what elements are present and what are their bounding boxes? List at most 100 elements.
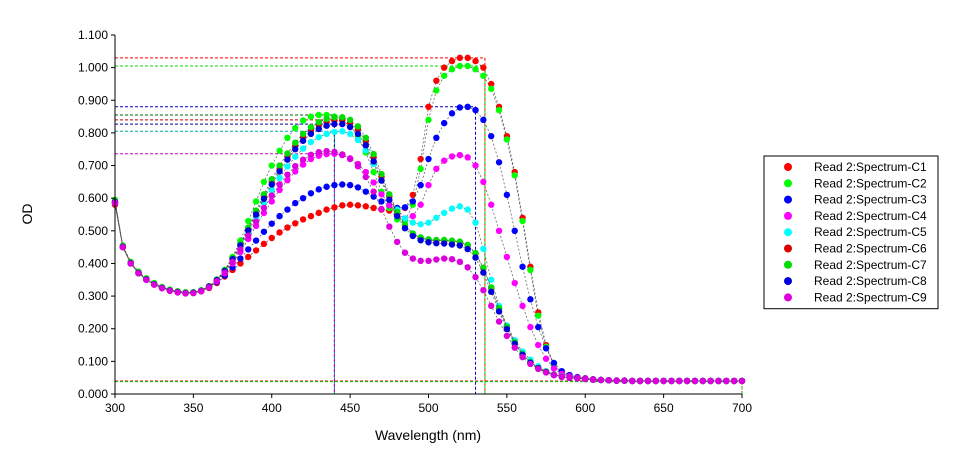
data-point <box>315 148 322 156</box>
data-point <box>511 227 518 235</box>
data-point <box>339 151 346 158</box>
legend-marker <box>784 195 792 204</box>
y-tick-label: 0.900 <box>78 93 108 107</box>
data-point <box>433 87 440 94</box>
data-point <box>299 161 307 168</box>
data-point <box>401 215 409 222</box>
data-point <box>143 276 150 283</box>
data-point <box>440 255 448 262</box>
data-point <box>198 287 205 295</box>
data-point <box>472 162 479 169</box>
data-point <box>378 198 385 205</box>
data-point <box>440 240 448 247</box>
data-point <box>425 181 432 189</box>
data-point <box>354 202 362 209</box>
data-point <box>417 257 424 265</box>
data-point <box>636 377 644 385</box>
data-point <box>464 245 471 253</box>
data-point <box>205 284 213 291</box>
data-point <box>315 133 322 141</box>
data-point <box>260 178 268 186</box>
data-point <box>331 204 338 211</box>
data-point <box>488 288 495 296</box>
data-point <box>284 156 291 163</box>
data-point <box>480 64 487 71</box>
series-line-8 <box>114 123 742 382</box>
legend-entry: Read 2:Spectrum-C2 <box>814 176 927 190</box>
data-point <box>299 216 307 223</box>
data-point <box>323 122 330 129</box>
data-point <box>268 181 275 188</box>
data-point <box>440 209 448 217</box>
data-point <box>276 186 283 194</box>
data-point <box>346 155 354 163</box>
data-point <box>448 153 456 160</box>
data-point <box>488 132 495 140</box>
legend-entry: Read 2:Spectrum-C4 <box>814 209 927 223</box>
data-point <box>417 165 424 173</box>
data-point <box>401 249 409 256</box>
data-point <box>464 154 471 161</box>
data-point <box>448 241 456 248</box>
data-point <box>456 151 464 159</box>
data-point <box>464 54 471 62</box>
data-point <box>378 170 385 178</box>
data-point <box>339 128 346 135</box>
data-point <box>503 253 511 261</box>
data-point <box>362 134 369 142</box>
data-point <box>393 212 401 220</box>
series-9 <box>111 147 746 385</box>
data-point <box>503 136 511 143</box>
legend-entry: Read 2:Spectrum-C3 <box>814 193 927 207</box>
data-point <box>174 289 181 296</box>
series-layer <box>111 54 746 385</box>
y-tick-label: 0.000 <box>78 387 108 401</box>
data-point <box>323 206 330 213</box>
data-point <box>237 246 244 253</box>
data-point <box>292 168 299 175</box>
data-point <box>299 145 307 152</box>
data-point <box>346 130 354 138</box>
data-point <box>346 116 354 124</box>
data-point <box>268 176 275 183</box>
data-point <box>260 240 268 248</box>
data-point <box>370 204 377 212</box>
data-point <box>448 205 456 212</box>
data-point <box>472 273 479 281</box>
data-point <box>433 77 440 84</box>
x-tick-label: 700 <box>732 401 752 415</box>
data-point <box>119 243 127 251</box>
data-point <box>331 128 338 136</box>
data-point <box>472 249 479 257</box>
data-point <box>472 106 479 114</box>
data-point <box>299 117 307 124</box>
data-point <box>495 227 503 235</box>
y-tick-label: 0.200 <box>78 322 108 336</box>
data-point <box>589 376 597 383</box>
data-point <box>362 188 369 195</box>
data-point <box>480 178 487 186</box>
data-point <box>409 212 417 220</box>
data-point <box>276 174 283 182</box>
data-point <box>260 195 268 203</box>
axes: 0.000 0.100 0.200 0.300 0.400 0.500 0.600 0.700… <box>78 28 752 415</box>
data-point <box>315 209 322 217</box>
legend-entry: Read 2:Spectrum-C5 <box>814 225 927 239</box>
data-point <box>213 277 221 285</box>
data-point <box>574 375 581 382</box>
data-point <box>284 177 291 184</box>
data-point <box>182 290 189 297</box>
data-point <box>488 302 495 310</box>
legend-marker <box>784 293 792 302</box>
data-point <box>378 205 385 213</box>
data-point <box>292 139 299 146</box>
legend-marker <box>784 244 792 253</box>
data-point <box>644 377 652 385</box>
data-point <box>433 256 440 263</box>
data-point <box>495 159 503 166</box>
data-point <box>354 184 362 191</box>
data-point <box>535 341 542 349</box>
data-point <box>715 377 722 385</box>
data-point <box>370 150 377 158</box>
data-point <box>456 203 464 210</box>
